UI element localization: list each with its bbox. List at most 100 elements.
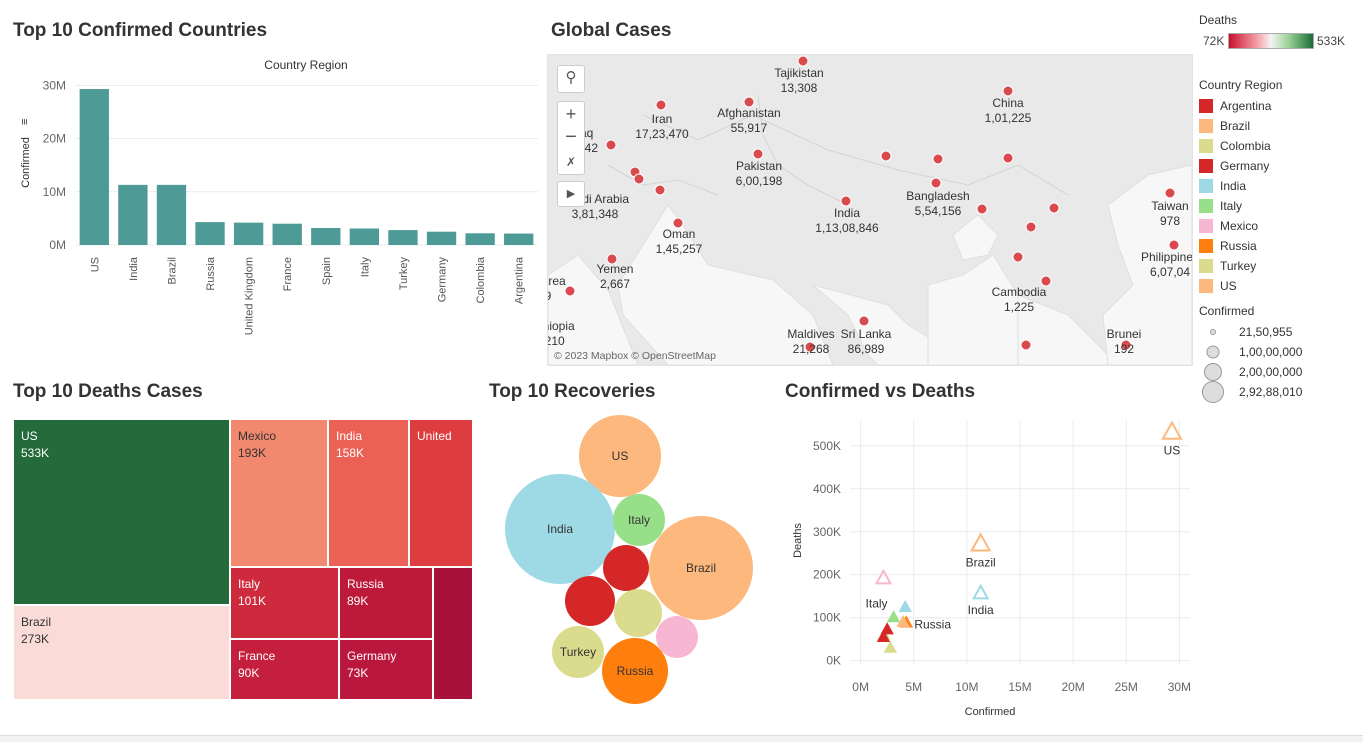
map-case-marker[interactable] (804, 341, 816, 353)
map-label-india: India 1,13,08,846 (815, 206, 879, 235)
scatter-point-brazil[interactable] (969, 532, 992, 552)
bubble[interactable] (656, 616, 698, 658)
map-case-marker[interactable] (1048, 202, 1060, 214)
map-case-marker[interactable] (1002, 85, 1014, 97)
scatter-point-us[interactable] (1161, 420, 1183, 440)
bar-turkey[interactable] (388, 230, 418, 245)
treemap-cell-russia[interactable]: Russia 89K (339, 567, 433, 639)
map-case-marker[interactable] (1120, 339, 1132, 351)
scatter-point-united-kingdom[interactable] (898, 599, 912, 612)
scatter-point-france[interactable] (896, 614, 910, 628)
search-icon[interactable]: ⚲ (557, 65, 585, 93)
map-case-marker[interactable] (932, 153, 944, 165)
legend-item-us[interactable]: US (1199, 276, 1359, 296)
bubble-russia[interactable] (602, 638, 668, 704)
bar-russia[interactable] (195, 222, 225, 245)
expand-toolbar-icon[interactable]: ▶ (557, 181, 585, 207)
map-case-marker[interactable] (1040, 275, 1052, 287)
zoom-in-icon[interactable]: + (565, 104, 577, 124)
scatter-point-argentina[interactable] (876, 630, 891, 643)
map-case-marker[interactable] (1012, 251, 1024, 263)
treemap-cell-italy[interactable]: Italy 101K (230, 567, 339, 639)
scatter-point-india[interactable] (971, 583, 990, 600)
legend-item-turkey[interactable]: Turkey (1199, 256, 1359, 276)
map-case-marker[interactable] (797, 55, 809, 67)
bar-colombia[interactable] (465, 233, 495, 245)
bubble[interactable] (565, 576, 615, 626)
bar-y-tick-label: 20M (43, 132, 66, 146)
map-case-marker[interactable] (606, 253, 618, 265)
legend-item-colombia[interactable]: Colombia (1199, 136, 1359, 156)
reset-map-icon[interactable]: ✗ (565, 155, 577, 169)
map-case-marker[interactable] (1025, 221, 1037, 233)
map-case-marker[interactable] (976, 203, 988, 215)
treemap-cell-us[interactable]: US 533K (13, 419, 230, 605)
treemap-cell-india[interactable]: India 158K (328, 419, 409, 567)
map-land (548, 55, 1192, 365)
zoom-out-icon[interactable]: − (565, 126, 577, 148)
bubble[interactable] (614, 589, 662, 637)
map-case-marker[interactable] (752, 148, 764, 160)
map-case-marker[interactable] (1002, 152, 1014, 164)
bar-argentina[interactable] (504, 233, 534, 245)
scatter-point-italy[interactable] (886, 610, 901, 623)
bubble[interactable] (603, 545, 649, 591)
map-case-marker[interactable] (633, 173, 645, 185)
treemap-cell-united[interactable]: United (409, 419, 473, 567)
bubble-brazil[interactable] (649, 516, 753, 620)
map-case-marker[interactable] (1168, 239, 1180, 251)
bar-india[interactable] (118, 184, 148, 245)
legend-label: Colombia (1220, 139, 1271, 153)
bar-spain[interactable] (311, 227, 341, 245)
map-case-marker[interactable] (743, 96, 755, 108)
bubble-label: India (547, 522, 573, 536)
treemap-cell-mexico[interactable]: Mexico 193K (230, 419, 328, 567)
legend-item-argentina[interactable]: Argentina (1199, 96, 1359, 116)
map-case-marker[interactable] (654, 184, 666, 196)
legend-item-germany[interactable]: Germany (1199, 156, 1359, 176)
bar-italy[interactable] (349, 228, 380, 246)
legend-label: India (1220, 179, 1247, 193)
bar-united-kingdom[interactable] (233, 222, 264, 245)
map-case-marker[interactable] (930, 177, 942, 189)
map-case-marker[interactable] (858, 315, 870, 327)
map-case-marker[interactable] (655, 99, 667, 111)
bubble-italy[interactable] (613, 494, 665, 546)
map-label-oman: Oman 1,45,257 (656, 227, 703, 256)
bar-y-tick-label: 10M (43, 185, 66, 199)
map-canvas[interactable]: Tajikistan 13,308 China 1,01,225 Iran 17,23,4… (548, 55, 1192, 365)
bar-brazil[interactable] (156, 184, 187, 245)
map-panel[interactable]: Tajikistan 13,308 China 1,01,225 Iran 17,23,4… (547, 54, 1193, 366)
scatter-point-turkey[interactable] (883, 640, 898, 653)
map-label-tajikistan: Tajikistan 13,308 (774, 66, 823, 95)
bubble-us[interactable] (579, 415, 661, 497)
map-label-brunei: Brunei 192 (1107, 327, 1142, 356)
scatter-point-label: Italy (866, 596, 888, 610)
treemap-cell-germany[interactable]: Germany 73K (339, 639, 433, 700)
legend-item-russia[interactable]: Russia (1199, 236, 1359, 256)
scatter-point-germany[interactable] (880, 622, 894, 635)
treemap-cell[interactable] (433, 567, 473, 700)
treemap-cell-france[interactable]: France 90K (230, 639, 339, 700)
map-case-marker[interactable] (1164, 187, 1176, 199)
legend-item-mexico[interactable]: Mexico (1199, 216, 1359, 236)
treemap-cell-brazil[interactable]: Brazil 273K (13, 605, 230, 700)
scatter-y-tick-label: 300K (813, 525, 841, 539)
bar-france[interactable] (272, 223, 302, 245)
map-case-marker[interactable] (1020, 339, 1032, 351)
map-case-marker[interactable] (840, 195, 852, 207)
scatter-point-mexico[interactable] (874, 568, 893, 585)
legend-item-brazil[interactable]: Brazil (1199, 116, 1359, 136)
bubble-turkey[interactable] (552, 626, 604, 678)
bar-germany[interactable] (426, 231, 457, 245)
legend-item-india[interactable]: India (1199, 176, 1359, 196)
map-case-marker[interactable] (672, 217, 684, 229)
map-case-marker[interactable] (564, 285, 576, 297)
legend-item-italy[interactable]: Italy (1199, 196, 1359, 216)
map-case-marker[interactable] (605, 139, 617, 151)
bubble-india[interactable] (505, 474, 615, 584)
bar-us[interactable] (79, 89, 109, 245)
map-case-marker[interactable] (880, 150, 892, 162)
bar-chart-title: Top 10 Confirmed Countries (13, 20, 268, 41)
sort-icon[interactable]: ≡ (19, 119, 31, 125)
